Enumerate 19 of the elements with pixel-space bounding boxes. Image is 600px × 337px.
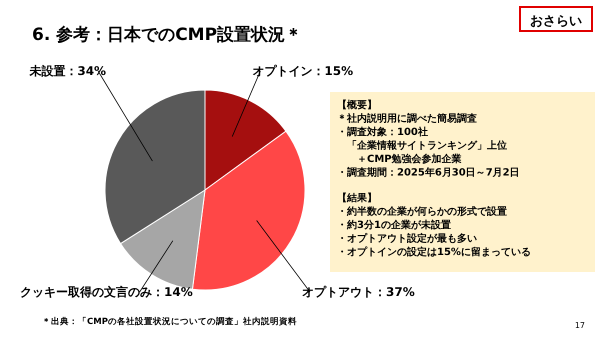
slice-label: オプトイン：15% [252,64,354,78]
slice-label: クッキー取得の文言のみ：14% [20,285,193,299]
text: ・調査期間：2025年6月30日～7月2日 [337,166,520,178]
text: ・オプトインの設定は15%に留まっている [337,246,531,258]
text: ・調査対象：100社 [337,126,428,138]
text: ・約半数の企業が何らかの形式で設置 [337,206,507,218]
text: ＊社内説明用に調べた簡易調査 [337,112,477,124]
text: ・約3分1の企業が未設置 [337,219,451,231]
slice-label: オプトアウト：37% [302,285,415,299]
text: ＋CMP勉強会参加企業 [337,153,462,165]
text: 【結果】 [337,192,377,204]
text: おさらい [530,14,582,29]
chart-title: 6. 参考：日本でのCMP設置状況＊ [32,25,302,45]
slice-label: 未設置：34% [28,64,106,78]
text: 「企業情報サイトランキング」上位 [337,140,507,152]
text: 【概要】 [337,99,377,111]
text: ・オプトアウト設定が最も多い [337,232,477,244]
text: ＊出典：「CMPの各社設置状況についての調査」社内説明資料 [42,316,297,327]
text: 17 [574,321,585,330]
